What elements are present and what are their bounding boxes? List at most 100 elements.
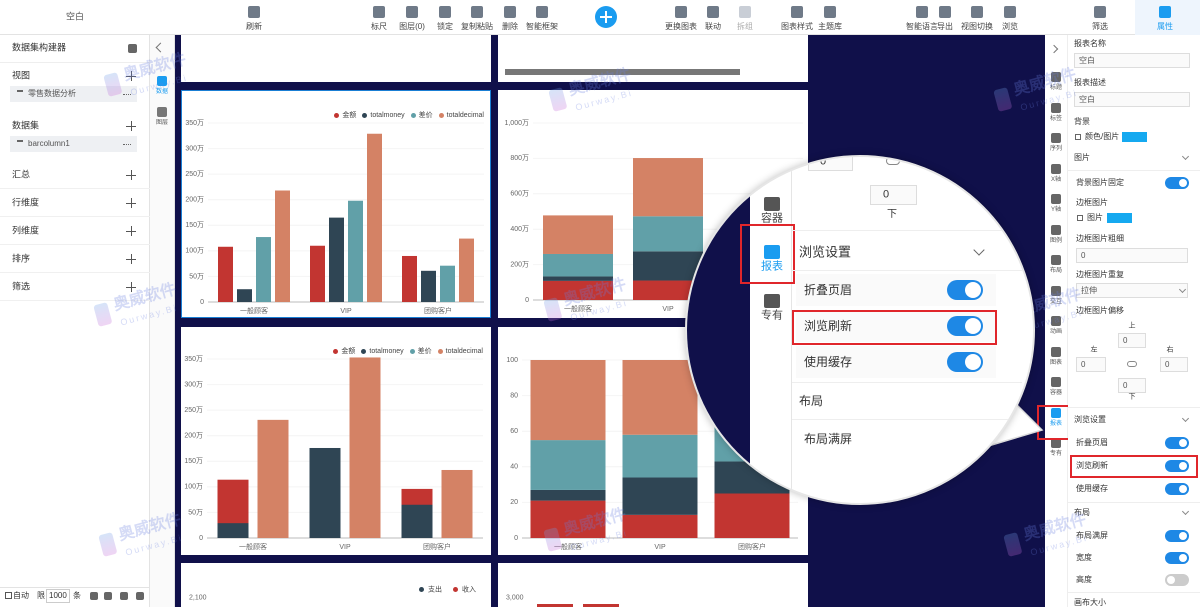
tab[interactable]: X轴 (1050, 176, 1062, 183)
legend-item[interactable]: 金额 (334, 110, 356, 120)
color-swatch[interactable] (1107, 213, 1132, 223)
tab[interactable]: 图层 (155, 120, 169, 126)
legend-label: 差价 (417, 348, 432, 355)
chevron[interactable] (973, 244, 985, 256)
tab[interactable]: 标签 (1049, 115, 1063, 122)
tab[interactable]: 专有 (761, 309, 783, 322)
toggle[interactable] (1165, 437, 1189, 449)
group-label[interactable]: 筛选 (12, 281, 31, 292)
input[interactable] (870, 185, 917, 205)
tab[interactable]: 动画 (1049, 329, 1063, 335)
toolbar-button[interactable]: 视图切换 (961, 22, 993, 31)
toggle[interactable] (1165, 177, 1189, 189)
group-label[interactable]: 行维度 (12, 197, 40, 208)
tab[interactable]: 图例 (1049, 237, 1063, 244)
input[interactable] (1074, 92, 1190, 107)
y-tick-label: 150万 (184, 457, 203, 465)
legend-item[interactable]: 差价 (410, 110, 433, 120)
legend-item[interactable]: 差价 (409, 346, 432, 356)
tab[interactable]: 交互 (1049, 298, 1063, 305)
tab[interactable]: 容器 (761, 212, 783, 225)
toolbar-button[interactable]: 智能框架 (526, 22, 558, 31)
bar (421, 270, 436, 302)
input[interactable] (1076, 248, 1188, 263)
y-tick-label: 300万 (185, 144, 204, 152)
divider (1068, 170, 1200, 171)
tab[interactable]: 容器 (1049, 390, 1063, 396)
checkbox[interactable] (5, 592, 12, 599)
label: 下 (1128, 393, 1136, 401)
legend-item[interactable]: totaldecimal (438, 112, 484, 119)
toggle[interactable] (1165, 483, 1189, 495)
list-item[interactable] (10, 86, 137, 102)
tab[interactable]: Y轴 (1050, 207, 1062, 213)
tab[interactable]: 图表 (761, 160, 783, 173)
input[interactable] (1074, 53, 1190, 68)
toggle[interactable] (947, 352, 983, 372)
list-item[interactable] (10, 136, 137, 152)
legend-item[interactable]: 金额 (333, 346, 355, 356)
toggle[interactable] (1165, 530, 1189, 542)
link-icon[interactable] (886, 157, 900, 165)
input[interactable] (1118, 378, 1146, 393)
legend-item[interactable]: totalmoney (361, 348, 404, 355)
input[interactable] (808, 157, 853, 171)
tab[interactable]: 序列 (1049, 146, 1063, 152)
toolbar-button[interactable]: 删除 (502, 22, 518, 31)
input[interactable] (46, 589, 70, 603)
checkbox[interactable] (1077, 215, 1083, 221)
input[interactable] (1160, 357, 1188, 372)
toolbar-button[interactable]: 浏览 (1002, 22, 1018, 31)
group-label[interactable]: 汇总 (12, 169, 31, 180)
icon (128, 44, 137, 53)
legend-item[interactable]: totalmoney (362, 112, 405, 119)
highlight (792, 310, 997, 345)
toggle[interactable] (1165, 574, 1189, 586)
toolbar-button[interactable]: 图表样式 (781, 22, 813, 31)
panel-tab[interactable]: 属性 (1157, 22, 1173, 31)
tab[interactable]: 数据 (155, 89, 169, 95)
tab[interactable]: 布局 (1049, 268, 1063, 274)
group-label[interactable]: 排序 (12, 253, 31, 264)
input[interactable] (1118, 333, 1146, 348)
toggle[interactable] (947, 280, 983, 300)
toolbar-button[interactable]: 刷新 (246, 22, 262, 31)
panel-tab[interactable]: 筛选 (1092, 22, 1108, 31)
group-label[interactable]: 列维度 (12, 225, 40, 236)
card (498, 35, 808, 82)
toggle[interactable] (947, 316, 983, 336)
tab[interactable]: 图表 (1049, 359, 1063, 366)
label: 边框图片偏移 (1076, 306, 1124, 315)
bar (530, 489, 606, 501)
link-icon[interactable] (1127, 361, 1137, 367)
toolbar-button[interactable]: 拆组 (737, 22, 753, 31)
y-tick-label: 60 (510, 428, 518, 435)
toolbar-button[interactable]: 导出 (937, 22, 953, 31)
plus (131, 198, 132, 208)
toolbar-button[interactable]: 锁定 (437, 22, 453, 31)
tab[interactable]: 报表 (1049, 420, 1063, 427)
tab[interactable]: 报表 (761, 260, 783, 273)
toggle[interactable] (1165, 460, 1189, 472)
toolbar-button[interactable]: 主题库 (818, 22, 842, 31)
toolbar-button[interactable]: 联动 (705, 22, 721, 31)
toolbar-button[interactable]: 智能语言 (906, 22, 938, 31)
legend-item[interactable]: totaldecimal (437, 348, 483, 355)
tab[interactable]: 专有 (1049, 451, 1063, 457)
right-panel (1068, 35, 1200, 607)
input[interactable] (1076, 357, 1106, 372)
tab[interactable]: 标题 (1049, 85, 1063, 91)
toolbar-button[interactable]: 标尺 (371, 22, 387, 31)
label: 浏览设置 (1074, 415, 1106, 424)
color-swatch[interactable] (1122, 132, 1147, 142)
toggle[interactable] (1165, 552, 1189, 564)
toolbar-button[interactable]: 复制粘贴 (461, 22, 493, 31)
chart-card[interactable]: 0 50万 100万 150万 200万 250万 300万 350万 一般顾客 VIP 团购客户 金… (181, 90, 491, 318)
legend-swatch (409, 348, 415, 354)
toolbar-button[interactable]: 图层(0) (399, 22, 425, 31)
checkbox[interactable] (1075, 134, 1081, 140)
toolbar-button[interactable]: 更换图表 (665, 22, 697, 31)
chart-card[interactable]: 0 50万 100万 150万 200万 250万 300万 350万 一般顾客 VIP 团购客户 金… (181, 327, 491, 555)
select[interactable] (1076, 283, 1188, 298)
